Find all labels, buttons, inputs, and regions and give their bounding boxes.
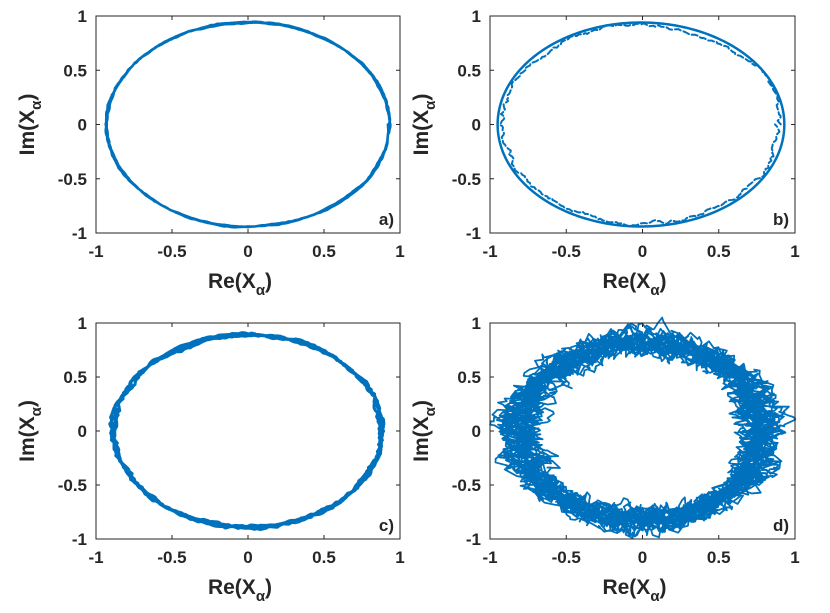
- series-line-1: [104, 20, 392, 229]
- x-tick-label: 0.5: [312, 242, 336, 261]
- y-tick-label: 0.5: [63, 61, 87, 80]
- x-axis-label: Re(Xα): [208, 270, 272, 299]
- x-tick-label: -1: [482, 548, 497, 567]
- y-tick-label: -0.5: [452, 170, 481, 189]
- y-tick-label: 0.5: [457, 61, 481, 80]
- x-tick-label: -0.5: [552, 242, 581, 261]
- x-tick-label: 1: [395, 548, 404, 567]
- y-axis-label: Im(Xα): [16, 400, 45, 462]
- x-tick-label: 0.5: [312, 548, 336, 567]
- y-tick-label: -1: [72, 224, 87, 243]
- panel-label: b): [773, 210, 789, 229]
- y-tick-label: 0: [472, 116, 481, 135]
- panel-label: c): [379, 516, 394, 535]
- y-tick-label: -0.5: [452, 476, 481, 495]
- y-axis-label: Im(Xα): [16, 94, 45, 156]
- series-line-2: [498, 22, 782, 228]
- y-tick-label: 0: [472, 422, 481, 441]
- axis-box: [95, 322, 401, 540]
- series-line-1: [496, 21, 786, 228]
- y-tick-label: 0.5: [63, 368, 87, 387]
- x-tick-label: 1: [790, 548, 799, 567]
- y-tick-label: 1: [78, 7, 87, 26]
- y-tick-label: -1: [72, 530, 87, 549]
- panel-label: d): [773, 516, 789, 535]
- x-tick-label: 0: [243, 548, 252, 567]
- y-tick-label: -1: [466, 224, 481, 243]
- x-axis-label: Re(Xα): [208, 576, 272, 605]
- y-axis-label: Im(Xα): [410, 94, 439, 156]
- x-tick-label: -0.5: [157, 548, 186, 567]
- x-tick-label: 0: [243, 242, 252, 261]
- subplot-a: -1 -0.5 0 0.5 1 -1 -0.5 0 0.5 1 Re(Xα) Im(Xα) a): [16, 7, 405, 299]
- x-tick-label: -1: [88, 242, 103, 261]
- axis-box: [489, 15, 796, 234]
- x-tick-label: 1: [790, 242, 799, 261]
- x-tick-label: -1: [88, 548, 103, 567]
- panel-label: a): [379, 210, 394, 229]
- x-tick-label: -1: [482, 242, 497, 261]
- series-line-1: [489, 316, 797, 539]
- series-line-1: [108, 331, 386, 532]
- x-tick-label: -0.5: [552, 548, 581, 567]
- x-tick-label: -0.5: [157, 242, 186, 261]
- y-tick-label: -0.5: [58, 476, 87, 495]
- y-tick-label: -0.5: [58, 170, 87, 189]
- y-tick-label: 1: [78, 314, 87, 333]
- y-axis-label: Im(Xα): [410, 400, 439, 462]
- y-tick-label: 0: [78, 116, 87, 135]
- y-tick-label: 1: [472, 7, 481, 26]
- axis-box: [95, 15, 401, 234]
- x-tick-label: 0: [638, 548, 647, 567]
- x-tick-label: 0: [638, 242, 647, 261]
- x-tick-label: 0.5: [707, 548, 731, 567]
- y-tick-label: 0.5: [457, 368, 481, 387]
- subplot-c: -1 -0.5 0 0.5 1 -1 -0.5 0 0.5 1 Re(Xα) Im(Xα) c): [16, 314, 405, 605]
- subplot-b: -1 -0.5 0 0.5 1 -1 -0.5 0 0.5 1 Re(Xα) Im(Xα) b): [410, 7, 800, 299]
- y-tick-label: -1: [466, 530, 481, 549]
- x-axis-label: Re(Xα): [602, 576, 666, 605]
- x-tick-label: 1: [395, 242, 404, 261]
- y-tick-label: 1: [472, 314, 481, 333]
- x-tick-label: 0.5: [707, 242, 731, 261]
- y-tick-label: 0: [78, 422, 87, 441]
- x-axis-label: Re(Xα): [602, 270, 666, 299]
- subplot-d: -1 -0.5 0 0.5 1 -1 -0.5 0 0.5 1 Re(Xα) Im(Xα) d): [410, 314, 800, 605]
